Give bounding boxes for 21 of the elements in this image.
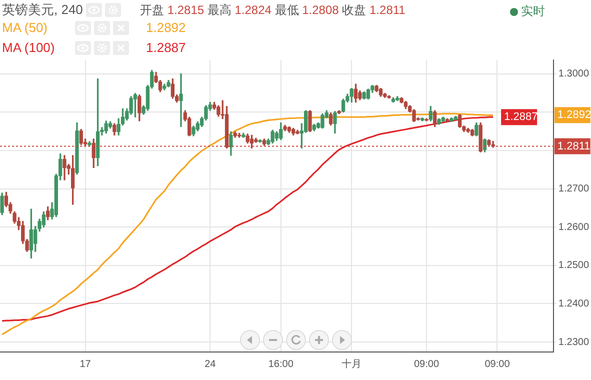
y-tick-label: 1.2500 [558,260,590,272]
y-tick-label: 1.2300 [558,336,590,348]
x-tick-label: 24 [204,358,216,370]
x-tick-label: 十月 [342,358,362,370]
x-tick-label: 17 [80,358,92,370]
text: MA (50) [2,20,49,35]
x-tick-label: 09:00 [484,358,510,370]
x-tick-label: 16:00 [268,358,294,370]
ref-line-label: 1.2811 [557,140,590,152]
y-tick-label: 1.3000 [558,68,590,80]
chart-title: 英镑美元, 240 [2,1,83,19]
y-tick-label: 1.2600 [558,222,590,233]
text: 1.2892 [146,20,186,35]
text: MA (100) [2,40,56,55]
text: 实时 [521,3,545,20]
y-tick-label: 1.2700 [558,184,590,195]
y-tick-label: 1.2400 [558,298,590,310]
x-tick-label: 09:00 [414,358,440,370]
annotation: 1.2892 [557,109,591,122]
text: 1.2887 [146,40,186,55]
chart-subtitle: 开盘 1.2815 最高 1.2824 最低 1.2808 收盘 1.2811 [140,3,406,17]
